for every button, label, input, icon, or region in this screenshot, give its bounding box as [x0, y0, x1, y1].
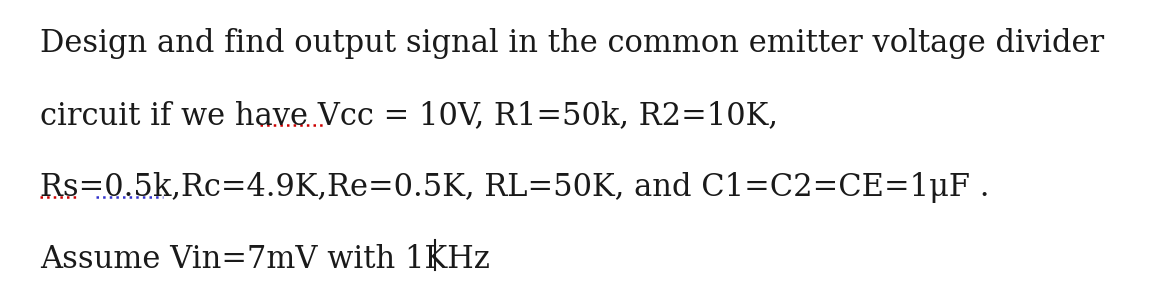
Text: Rs=0.5k,Rc=4.9K,Re=0.5K, RL=50K, and C1=C2=CE=1μF .: Rs=0.5k,Rc=4.9K,Re=0.5K, RL=50K, and C1=… — [40, 172, 990, 203]
Text: Assume Vin=7mV with 1KHz: Assume Vin=7mV with 1KHz — [40, 244, 490, 275]
Text: circuit if we have Vcc = 10V, R1=50k, R2=10K,: circuit if we have Vcc = 10V, R1=50k, R2… — [40, 100, 778, 131]
Text: Design and find output signal in the common emitter voltage divider: Design and find output signal in the com… — [40, 28, 1104, 59]
